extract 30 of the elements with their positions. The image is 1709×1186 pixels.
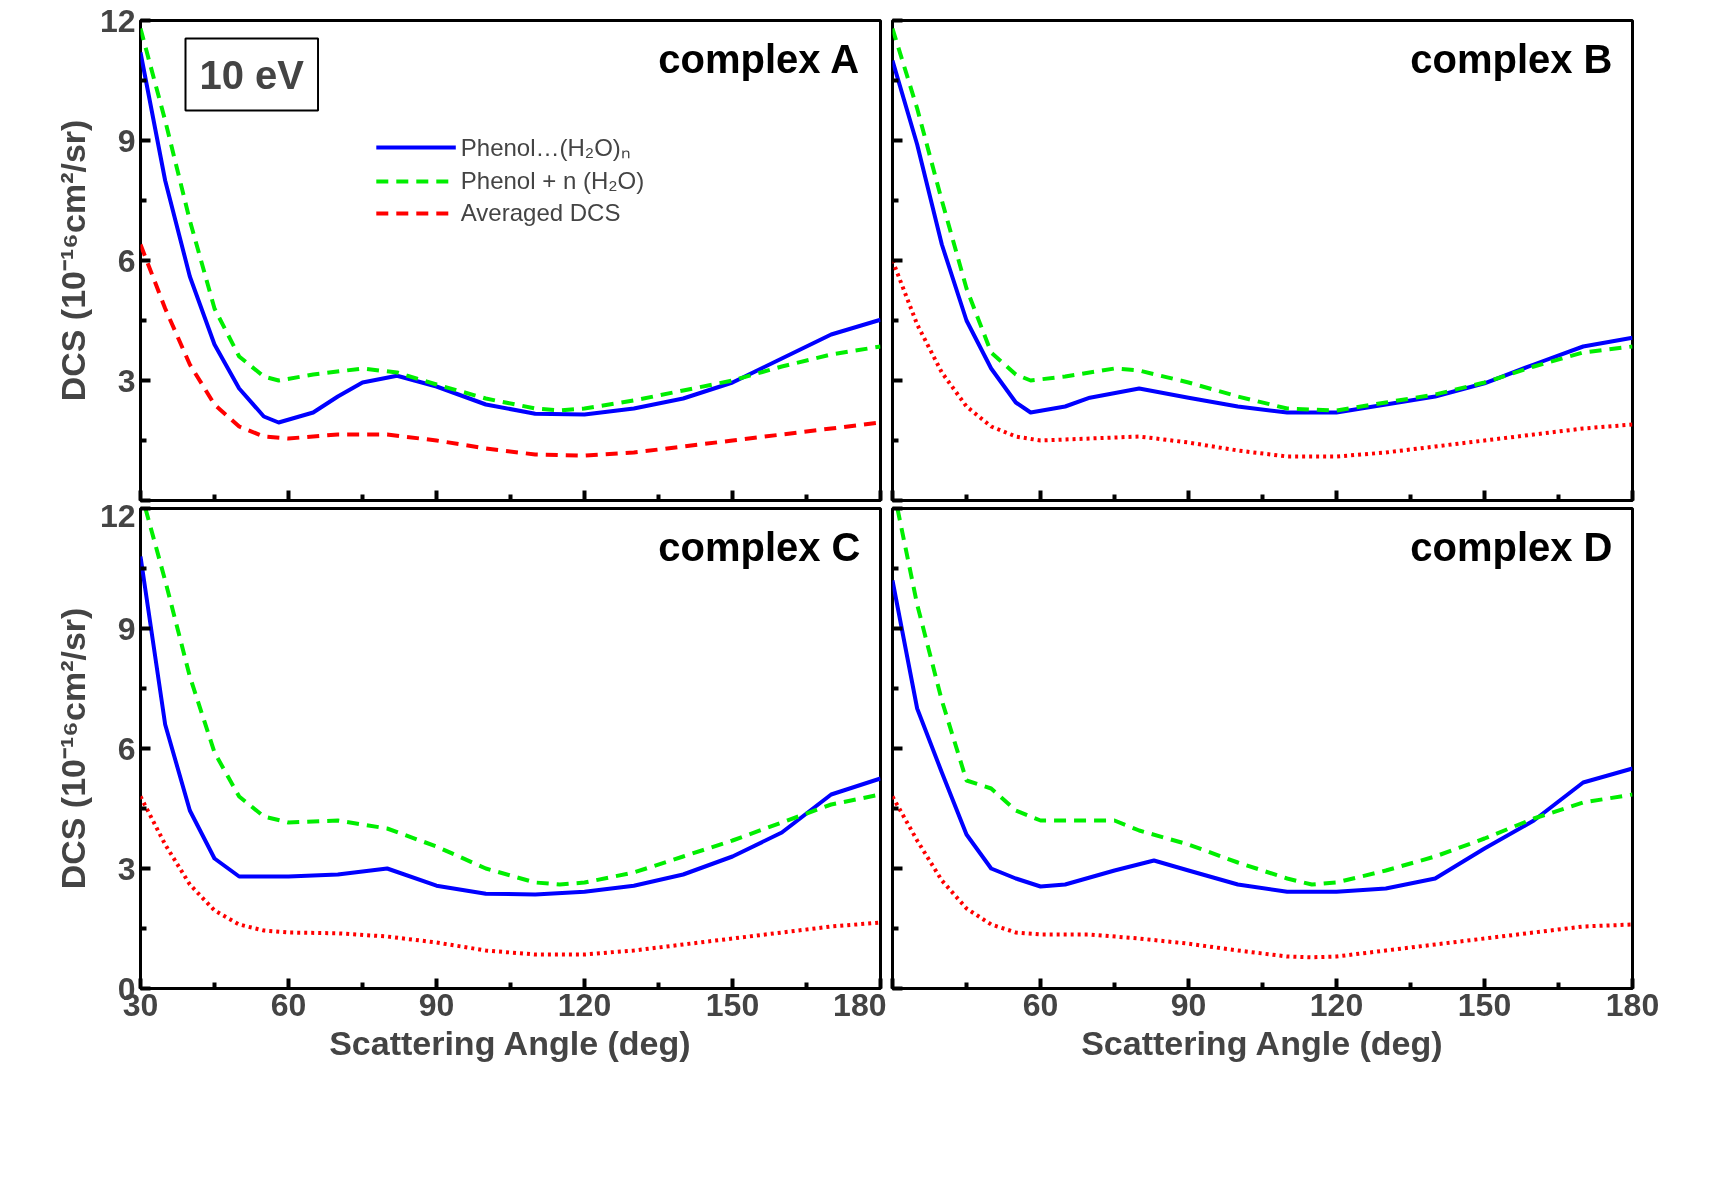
x-tick-label: 150 bbox=[1457, 986, 1512, 1023]
annotation: 10 eV bbox=[199, 52, 305, 97]
x-tick-label: 120 bbox=[1309, 986, 1364, 1023]
y-tick-label: 6 bbox=[117, 242, 136, 279]
y-tick-label: 12 bbox=[99, 2, 136, 39]
x-tick-label: 90 bbox=[1170, 986, 1207, 1023]
legend-label: Phenol + n (H₂O) bbox=[460, 167, 645, 195]
y-tick-label: 9 bbox=[117, 610, 136, 647]
x-tick-label: 180 bbox=[1605, 986, 1660, 1023]
legend-label: Phenol…(H₂O)ₙ bbox=[460, 133, 631, 163]
x-axis-title: Scattering Angle (deg) bbox=[1081, 1023, 1443, 1062]
x-tick-label: 150 bbox=[705, 986, 760, 1023]
x-tick-label: 60 bbox=[1022, 986, 1059, 1023]
y-tick-label: 3 bbox=[117, 850, 136, 887]
chart-title: complex D bbox=[1410, 524, 1613, 569]
y-tick-label: 12 bbox=[99, 497, 136, 534]
x-tick-label: 60 bbox=[270, 986, 307, 1023]
chart-title: complex C bbox=[658, 524, 861, 569]
y-axis-title: DCS (10⁻¹⁶cm²/sr) bbox=[53, 119, 92, 402]
legend-label: Averaged DCS bbox=[460, 199, 621, 227]
chart-title: complex A bbox=[658, 36, 860, 81]
y-tick-label: 3 bbox=[117, 362, 136, 399]
x-axis-title: Scattering Angle (deg) bbox=[329, 1023, 691, 1062]
chart-title: complex B bbox=[1410, 36, 1613, 81]
y-axis-title: DCS (10⁻¹⁶cm²/sr) bbox=[53, 607, 92, 890]
y-tick-label: 9 bbox=[117, 122, 136, 159]
x-tick-label: 180 bbox=[833, 986, 887, 1023]
x-tick-label: 90 bbox=[418, 986, 455, 1023]
y-tick-label: 6 bbox=[117, 730, 136, 767]
x-tick-label: 120 bbox=[557, 986, 612, 1023]
